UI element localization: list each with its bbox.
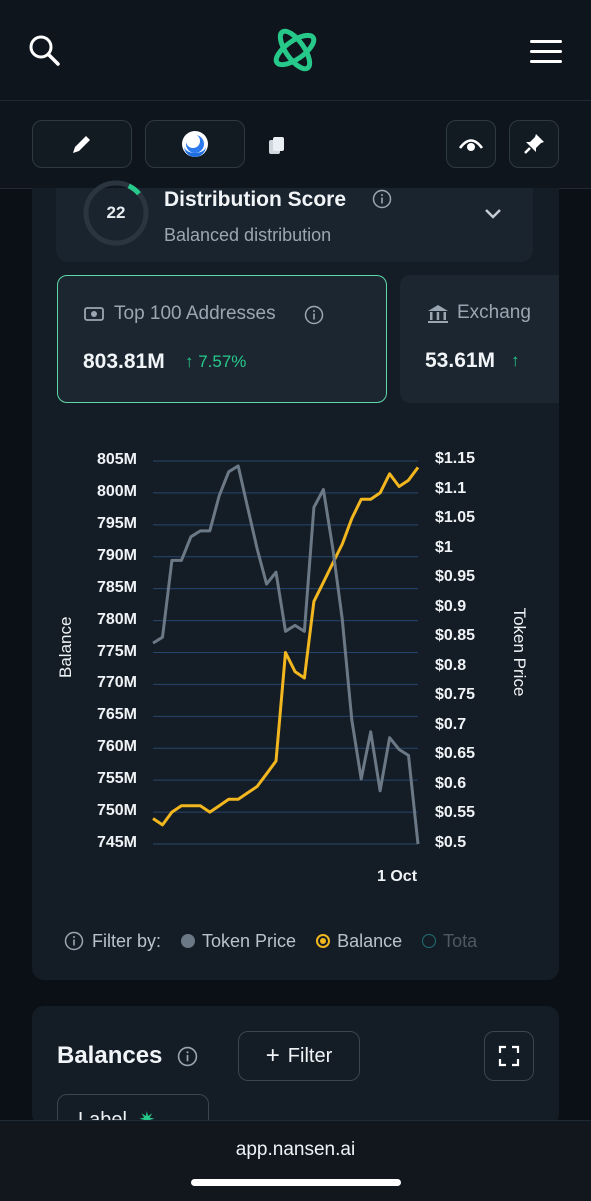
y-tick-left: 795M [96,514,137,532]
token-toolbar [0,101,591,189]
top-navigation-bar [0,0,591,101]
y-tick-left: 770M [96,674,137,692]
legend-dot-total [422,934,437,948]
y-tick-right: $0.5 [435,834,467,851]
filter-balance[interactable]: Balance [316,931,402,952]
info-icon[interactable] [64,931,84,951]
y-tick-right: $1.05 [435,509,476,527]
edit-button[interactable] [32,120,132,168]
y-tick-right: $0.75 [435,686,476,704]
balances-panel: Balances + Filter Label ✷ [32,1006,559,1126]
score-subtitle: Balanced distribution [164,225,332,245]
add-filter-button[interactable]: + Filter [238,1031,360,1081]
pencil-icon [73,136,90,153]
score-title: Distribution Score [164,188,347,211]
chart-filter-row: Filter by: Token Price Balance Tota [64,928,542,954]
info-icon[interactable] [372,189,392,209]
y-tick-left: 805M [96,451,137,468]
info-icon[interactable] [177,1046,198,1067]
card-label: Top 100 Addresses [114,303,276,324]
chevron-down-icon[interactable] [484,208,502,220]
hamburger-menu-icon[interactable] [528,33,564,69]
y-tick-left: 765M [96,706,137,724]
y-tick-right: $1 [435,538,453,556]
y-tick-left: 760M [96,738,137,756]
search-icon[interactable] [24,30,64,70]
y-tick-right: $0.65 [435,745,476,763]
top-100-addresses-card[interactable]: Top 100 Addresses 803.81M ↑ 7.57% [57,275,387,403]
watch-button[interactable] [446,120,496,168]
card-label: Exchang [457,302,531,323]
card-change: ↑ [511,351,520,370]
pin-icon [524,134,544,154]
legend-dot-balance [316,934,331,948]
card-value: 53.61M [425,349,496,372]
token-avatar-icon [182,131,208,157]
y-tick-right: $0.95 [435,568,476,586]
y-tick-left: 750M [96,802,137,820]
score-value: 22 [106,203,126,222]
y-tick-left: 785M [96,578,137,596]
series-line-balance [152,466,420,827]
card-change: ↑ 7.57% [185,352,247,371]
series-line-token-price [152,464,420,845]
x-tick-label: 1 Oct [377,868,418,885]
y-tick-left: 775M [96,642,137,660]
pin-button[interactable] [509,120,559,168]
card-value: 803.81M [83,350,165,373]
y-tick-right: $0.85 [435,627,476,645]
filter-total-label: Tota [443,930,478,951]
exchanges-card[interactable]: Exchang 53.61M ↑ [400,275,559,403]
y-tick-right: $0.55 [435,804,476,822]
filter-label: Filter by: [92,930,162,951]
copy-icon[interactable] [265,134,289,158]
filter-token-price[interactable]: Token Price [181,931,296,952]
y-tick-left: 780M [96,610,137,628]
info-icon[interactable] [304,305,324,325]
y-tick-right: $0.9 [435,597,467,615]
cash-icon [84,307,104,321]
expand-button[interactable] [484,1031,534,1081]
filter-token-price-label: Token Price [202,930,297,951]
filter-total[interactable]: Tota [422,931,477,952]
y-tick-right: $1.1 [435,479,467,497]
url-text[interactable]: app.nansen.ai [235,1139,356,1160]
browser-address-bar: app.nansen.ai [0,1120,591,1201]
y-tick-left: 790M [96,546,137,564]
filter-balance-label: Balance [337,930,403,951]
distribution-score-card[interactable]: 22 Distribution Score Balanced distribut… [56,180,533,262]
nansen-logo-icon[interactable] [266,22,324,78]
token-button[interactable] [145,120,245,168]
y-tick-right: $0.6 [435,774,467,792]
plus-icon: + [265,1042,280,1069]
metric-cards-scroller[interactable]: Top 100 Addresses 803.81M ↑ 7.57% Exchan… [0,275,559,405]
eye-icon [458,139,484,151]
chart-plot-area[interactable] [0,0,591,900]
balances-title: Balances [57,1042,163,1069]
y-tick-right: $0.8 [435,656,467,674]
score-gauge [83,180,149,246]
expand-icon [498,1045,520,1067]
legend-dot-token-price [181,934,196,948]
y-tick-right: $0.7 [435,715,467,733]
bank-icon [428,305,448,323]
home-indicator [191,1179,401,1186]
y-tick-left: 745M [96,834,137,851]
y-tick-right: $1.15 [435,450,476,467]
y-tick-left: 800M [96,482,137,500]
y-tick-left: 755M [96,770,137,788]
add-filter-label: Filter [287,1044,333,1067]
